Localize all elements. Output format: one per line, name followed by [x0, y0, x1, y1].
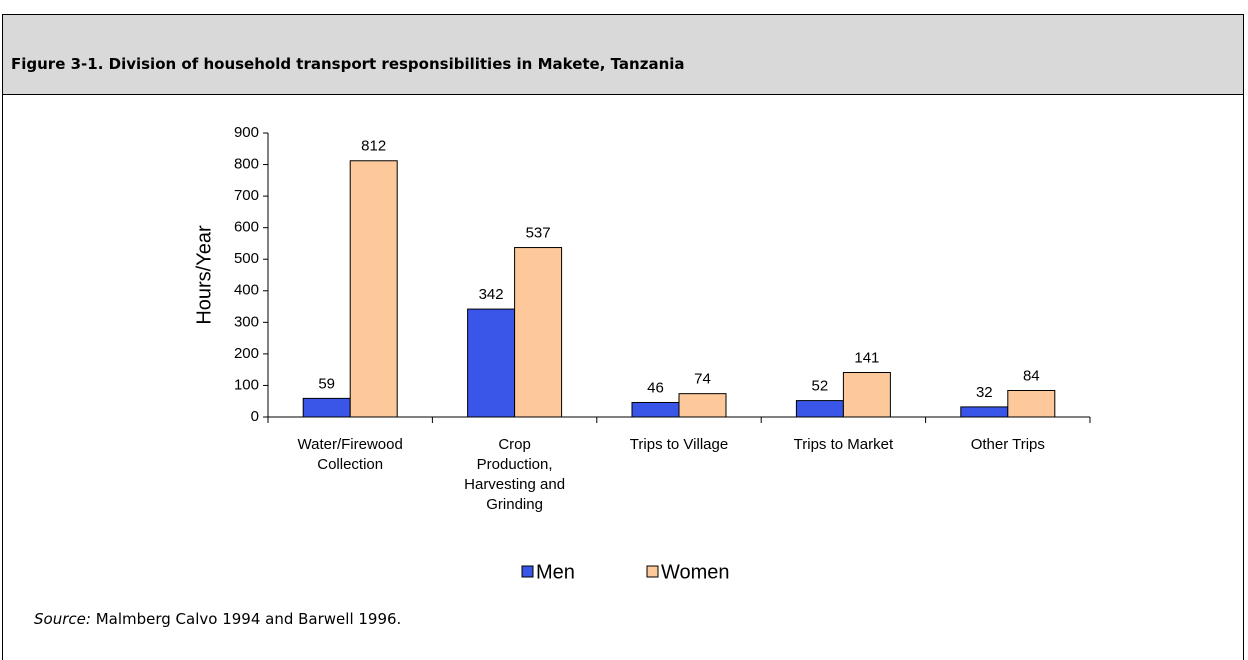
x-tick-label: Crop Production, Harvesting and Grinding	[464, 436, 566, 513]
bar	[960, 406, 1009, 418]
bar	[842, 372, 891, 418]
y-tick-label: 100	[234, 376, 259, 393]
y-tick-label: 600	[234, 219, 259, 236]
bar	[467, 308, 516, 418]
bar	[302, 397, 351, 418]
x-tick-label: Other Trips	[970, 436, 1045, 453]
y-tick-label: 800	[234, 156, 259, 173]
x-tick-label: Water/Firewood Collection	[297, 436, 403, 473]
legend-swatch	[521, 565, 534, 578]
data-label: 46	[647, 379, 664, 396]
data-label: 74	[694, 371, 711, 388]
data-label: 342	[479, 286, 504, 303]
data-label: 32	[976, 384, 993, 401]
y-tick-label: 0	[251, 408, 259, 425]
y-axis-title: Hours/Year	[193, 225, 215, 325]
bar	[349, 160, 398, 418]
legend-label: Women	[661, 561, 730, 583]
x-tick-label: Trips to Village	[629, 436, 729, 453]
data-label: 59	[318, 375, 335, 392]
data-label: 141	[854, 349, 879, 366]
legend-label: Men	[536, 561, 575, 583]
figure-header: Figure 3-1. Division of household transp…	[3, 15, 1243, 95]
data-label: 537	[526, 225, 551, 242]
y-tick-label: 500	[234, 250, 259, 267]
figure-title: Figure 3-1. Division of household transp…	[11, 55, 685, 73]
y-tick-label: 300	[234, 313, 259, 330]
x-tick-label: Trips to Market	[793, 436, 894, 453]
figure-frame: Figure 3-1. Division of household transp…	[2, 14, 1244, 660]
data-label: 52	[812, 378, 829, 395]
bar	[795, 400, 844, 418]
bar	[1007, 389, 1056, 418]
y-tick-label: 900	[234, 124, 259, 141]
y-tick-label: 200	[234, 345, 259, 362]
bar	[631, 401, 680, 418]
source-label: Source:	[34, 610, 91, 628]
y-tick-label: 400	[234, 282, 259, 299]
legend-swatch	[646, 565, 659, 578]
source-note: Source: Malmberg Calvo 1994 and Barwell …	[34, 610, 401, 628]
source-text: Malmberg Calvo 1994 and Barwell 1996.	[95, 610, 402, 628]
bar	[678, 393, 727, 418]
y-tick-label: 700	[234, 187, 259, 204]
bar	[514, 247, 563, 418]
data-label: 812	[361, 138, 386, 155]
data-label: 84	[1023, 367, 1040, 384]
